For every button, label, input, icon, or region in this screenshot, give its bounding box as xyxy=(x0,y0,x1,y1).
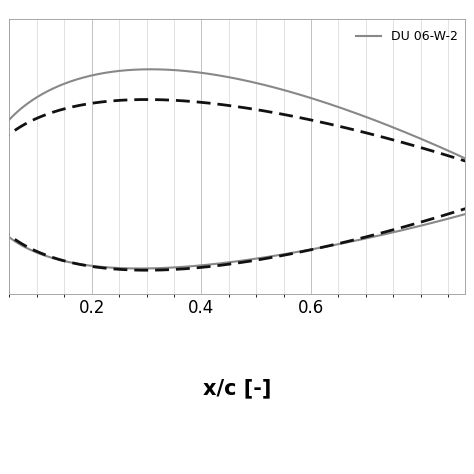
Legend: DU 06-W-2⁠: DU 06-W-2⁠ xyxy=(351,25,463,48)
Text: x/c [-]: x/c [-] xyxy=(203,379,271,399)
